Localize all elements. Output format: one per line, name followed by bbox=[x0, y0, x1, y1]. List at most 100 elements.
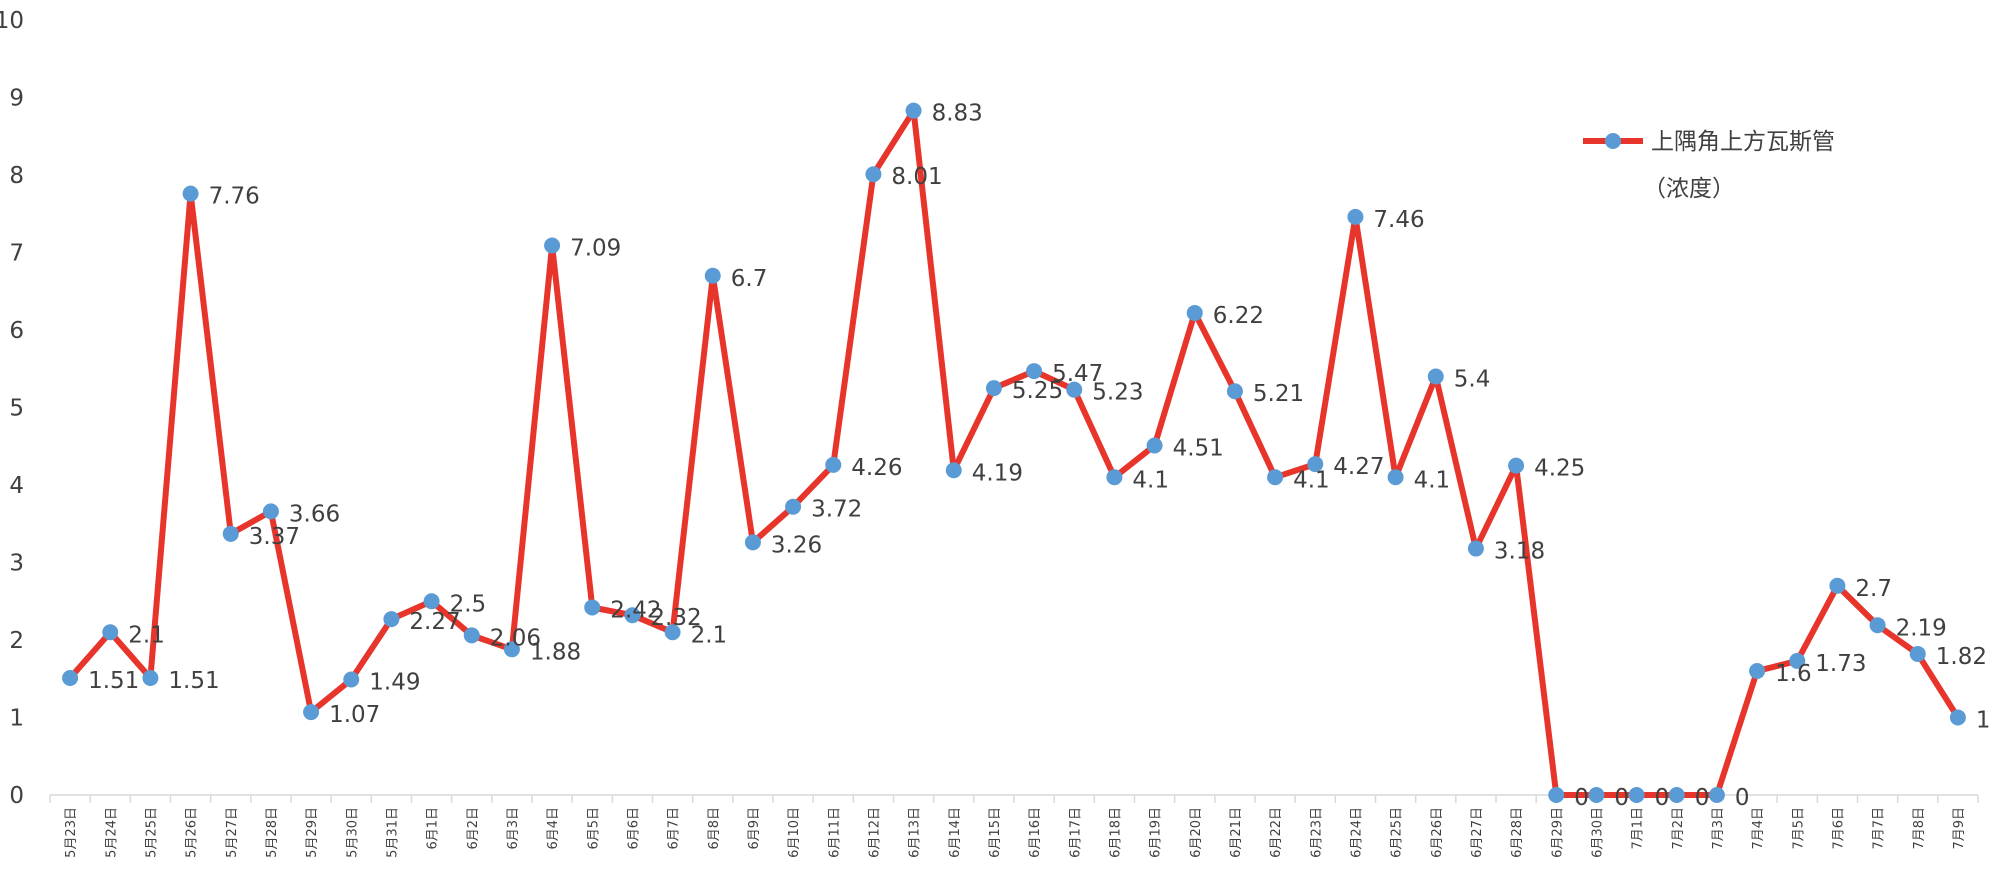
data-label: 0 bbox=[1655, 785, 1670, 811]
x-tick-label: 7月3日 bbox=[1711, 807, 1726, 850]
x-tick-label: 5月31日 bbox=[385, 807, 400, 858]
data-point bbox=[905, 102, 922, 119]
data-point bbox=[865, 166, 882, 183]
series-line bbox=[67, 107, 1961, 798]
x-tick-label: 6月25日 bbox=[1390, 807, 1405, 858]
data-label: 1.88 bbox=[530, 639, 581, 665]
data-point bbox=[584, 599, 601, 616]
data-point bbox=[1307, 456, 1324, 473]
x-tick-label: 6月1日 bbox=[426, 807, 441, 850]
x-tick-label: 6月15日 bbox=[988, 807, 1003, 858]
data-point bbox=[664, 624, 681, 641]
x-tick-label: 6月18日 bbox=[1108, 807, 1123, 858]
data-label: 7.76 bbox=[209, 184, 260, 210]
data-label: 1.51 bbox=[168, 668, 219, 694]
data-label: 7.09 bbox=[570, 236, 621, 262]
data-label: 3.66 bbox=[289, 501, 340, 527]
data-label: 3.37 bbox=[249, 524, 300, 550]
x-tick-label: 6月3日 bbox=[506, 807, 521, 850]
data-label: 3.18 bbox=[1494, 539, 1545, 565]
data-label: 4.19 bbox=[972, 460, 1023, 486]
data-label: 4.1 bbox=[1132, 467, 1169, 493]
legend: 上隅角上方瓦斯管 （浓度） bbox=[1583, 129, 1835, 202]
data-label: 7.46 bbox=[1373, 207, 1424, 233]
x-tick-label: 6月29日 bbox=[1550, 807, 1565, 858]
x-tick-label: 6月28日 bbox=[1510, 807, 1525, 858]
x-tick-label: 5月25日 bbox=[144, 807, 159, 858]
data-label: 8.83 bbox=[932, 101, 983, 127]
data-point bbox=[222, 525, 239, 542]
legend-entry-name-line2: （浓度） bbox=[1643, 176, 1735, 202]
data-label: 5.21 bbox=[1253, 381, 1304, 407]
y-tick-label: 4 bbox=[9, 473, 24, 499]
data-point bbox=[423, 593, 440, 610]
data-label: 2.5 bbox=[450, 591, 487, 617]
y-tick-label: 5 bbox=[9, 396, 24, 422]
data-label: 4.25 bbox=[1534, 456, 1585, 482]
data-label: 2.19 bbox=[1896, 615, 1947, 641]
x-tick-label: 6月26日 bbox=[1430, 807, 1445, 858]
data-label: 2.27 bbox=[409, 609, 460, 635]
data-point bbox=[1869, 617, 1886, 634]
x-tick-label: 6月22日 bbox=[1269, 807, 1284, 858]
x-axis: 5月23日 5月24日 5月25日 5月26日 5月27日 5月28日 5月29日 5月30日… bbox=[49, 794, 1979, 858]
data-point bbox=[1267, 469, 1284, 486]
data-label: 8.01 bbox=[891, 164, 942, 190]
y-tick-label: 8 bbox=[9, 163, 24, 189]
data-point bbox=[1347, 208, 1364, 225]
data-point bbox=[1548, 787, 1565, 803]
y-tick-label: 0 bbox=[9, 783, 24, 809]
x-tick-label: 6月2日 bbox=[466, 807, 481, 850]
data-label: 5.25 bbox=[1012, 378, 1063, 404]
x-tick-label: 6月6日 bbox=[626, 807, 641, 850]
y-tick-label: 2 bbox=[9, 628, 24, 654]
data-label: 5.47 bbox=[1052, 361, 1103, 387]
x-tick-label: 7月9日 bbox=[1952, 807, 1967, 850]
y-tick-label: 10 bbox=[0, 8, 24, 34]
data-point bbox=[1226, 383, 1243, 400]
data-point bbox=[624, 607, 641, 624]
data-point bbox=[142, 669, 159, 686]
x-tick-label: 5月24日 bbox=[104, 807, 119, 858]
legend-entry-name: 上隅角上方瓦斯管 bbox=[1651, 129, 1835, 155]
x-tick-label: 6月16日 bbox=[1028, 807, 1043, 858]
data-point bbox=[544, 237, 561, 254]
data-point bbox=[945, 462, 962, 479]
x-tick-label: 6月4日 bbox=[546, 807, 561, 850]
y-tick-label: 3 bbox=[9, 551, 24, 577]
x-tick-label: 6月23日 bbox=[1309, 807, 1324, 858]
x-tick-label: 6月17日 bbox=[1068, 807, 1083, 858]
data-point bbox=[303, 704, 320, 721]
data-point bbox=[463, 627, 480, 644]
data-label: 2.32 bbox=[650, 605, 701, 631]
data-point bbox=[1949, 709, 1966, 726]
data-point bbox=[383, 611, 400, 628]
data-label: 1 bbox=[1976, 708, 1991, 734]
data-point bbox=[1387, 469, 1404, 486]
y-tick-label: 7 bbox=[9, 241, 24, 267]
data-point bbox=[343, 671, 360, 688]
x-tick-label: 6月20日 bbox=[1189, 807, 1204, 858]
x-tick-label: 7月5日 bbox=[1791, 807, 1806, 850]
x-tick-label: 6月8日 bbox=[707, 807, 722, 850]
data-label: 2.42 bbox=[610, 597, 661, 623]
data-label: 5.23 bbox=[1092, 380, 1143, 406]
data-label: 3.72 bbox=[811, 497, 862, 523]
x-tick-label: 7月8日 bbox=[1912, 807, 1927, 850]
data-labels: 1.512.11.517.763.373.661.071.492.272.52.… bbox=[88, 101, 1990, 811]
x-tick-label: 6月13日 bbox=[908, 807, 923, 858]
data-point bbox=[1508, 457, 1525, 474]
data-point bbox=[262, 503, 279, 520]
data-label: 4.1 bbox=[1414, 467, 1451, 493]
data-point bbox=[1026, 363, 1043, 380]
data-label: 6.22 bbox=[1213, 303, 1264, 329]
data-point bbox=[1829, 577, 1846, 594]
x-tick-label: 6月24日 bbox=[1349, 807, 1364, 858]
data-point bbox=[1427, 368, 1444, 385]
data-point bbox=[1789, 652, 1806, 669]
data-point bbox=[744, 534, 761, 551]
x-tick-label: 6月10日 bbox=[787, 807, 802, 858]
data-label: 0 bbox=[1695, 785, 1710, 811]
data-label: 0 bbox=[1574, 785, 1589, 811]
data-point bbox=[1106, 469, 1123, 486]
